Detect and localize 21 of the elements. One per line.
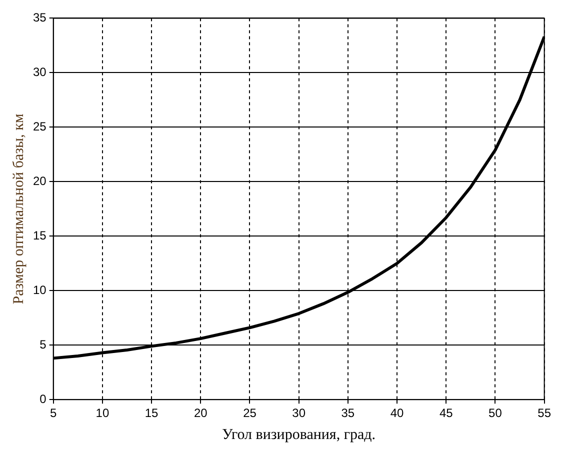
x-tick-label: 5 xyxy=(50,406,58,420)
x-axis-title: Угол визирования, град. xyxy=(222,426,376,443)
x-tick-label: 45 xyxy=(439,406,454,420)
y-tick-label: 15 xyxy=(32,228,47,242)
x-tick-label: 25 xyxy=(243,406,257,420)
y-tick-label: 10 xyxy=(32,282,47,297)
y-tick-label: 5 xyxy=(40,337,47,352)
y-tick-label: 35 xyxy=(32,10,47,25)
y-tick-label: 20 xyxy=(32,174,47,188)
y-axis-title: Размер оптимальной базы, км xyxy=(10,113,27,304)
x-tick-label: 35 xyxy=(341,406,355,420)
x-tick-label: 40 xyxy=(390,406,404,420)
x-tick-label: 15 xyxy=(144,406,159,420)
y-tick-label: 25 xyxy=(32,119,47,134)
x-tick-label: 10 xyxy=(96,406,110,420)
x-tick-label: 50 xyxy=(488,406,502,420)
x-tick-label: 55 xyxy=(538,406,552,420)
y-tick-label: 30 xyxy=(32,65,47,79)
y-tick-label: 0 xyxy=(40,392,47,406)
x-tick-label: 20 xyxy=(194,406,208,420)
x-tick-label: 30 xyxy=(292,406,306,420)
